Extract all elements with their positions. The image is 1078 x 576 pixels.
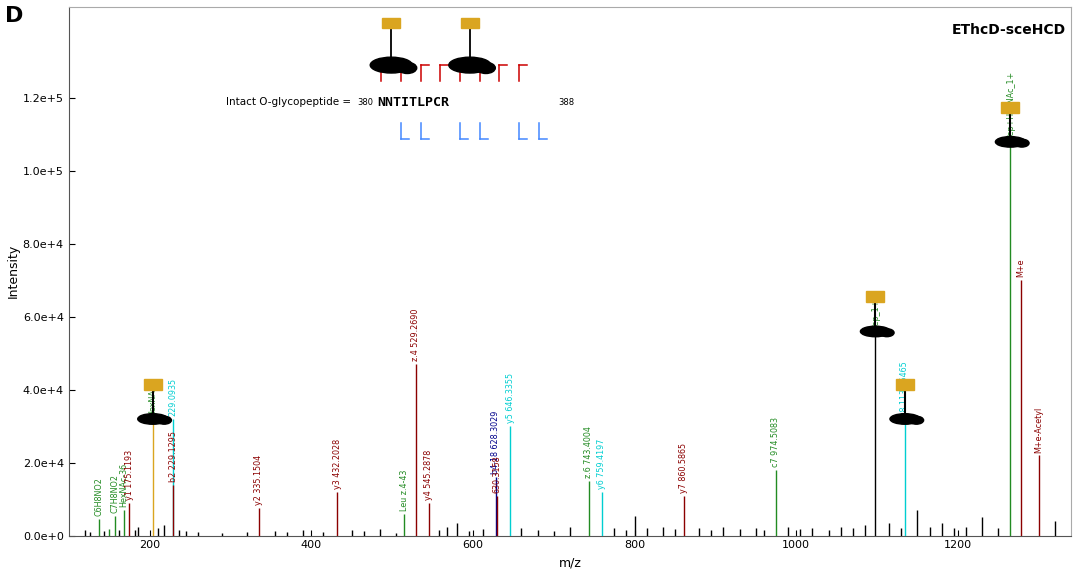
Text: NNTITLPCR: NNTITLPCR [377,96,450,109]
Ellipse shape [476,62,495,74]
Text: HexNAc-36: HexNAc-36 [120,463,128,507]
Ellipse shape [860,326,890,337]
Y-axis label: Intensity: Intensity [6,244,20,298]
X-axis label: m/z: m/z [558,556,581,569]
Text: Pep+HexNAc_1+: Pep+HexNAc_1+ [1006,71,1014,139]
Ellipse shape [138,414,168,425]
Text: y2 335.1504: y2 335.1504 [254,455,263,505]
Text: y7 860.5865: y7 860.5865 [679,442,688,492]
Text: Intact O-glycopeptide =: Intact O-glycopeptide = [226,97,355,107]
FancyBboxPatch shape [1001,102,1020,113]
Ellipse shape [995,137,1025,147]
Text: b4-18 628.3029: b4-18 628.3029 [492,411,500,475]
FancyBboxPatch shape [867,291,884,302]
Text: y4 545.2878: y4 545.2878 [424,450,433,500]
Text: b2 229.1295: b2 229.1295 [168,431,178,482]
Ellipse shape [890,414,920,425]
Text: D: D [5,6,24,26]
Text: c8 1134.5465: c8 1134.5465 [900,361,910,416]
Ellipse shape [398,62,417,74]
Ellipse shape [157,416,171,424]
Text: y5 646.3355: y5 646.3355 [506,373,515,423]
FancyBboxPatch shape [383,18,400,28]
Text: EThcD-sceHCD: EThcD-sceHCD [952,23,1066,37]
Text: 380: 380 [358,97,373,107]
Ellipse shape [370,57,412,73]
Text: HexNAc: HexNAc [149,385,157,416]
Text: z.4 529.2690: z.4 529.2690 [411,309,420,361]
FancyBboxPatch shape [143,379,162,390]
Text: M+e-Acetyl: M+e-Acetyl [1034,406,1044,453]
Text: y1 175.1193: y1 175.1193 [125,450,134,500]
Text: Leu z.4-43: Leu z.4-43 [400,469,409,511]
Text: 229.0935: 229.0935 [168,378,178,416]
Ellipse shape [1014,139,1029,147]
Ellipse shape [909,416,924,424]
Ellipse shape [448,57,490,73]
Text: C7H8NO2: C7H8NO2 [110,473,120,513]
Text: M+e: M+e [1017,259,1025,278]
Text: z.6 743.4004: z.6 743.4004 [584,426,593,478]
FancyBboxPatch shape [460,18,479,28]
Text: 630.3158: 630.3158 [493,455,502,492]
Text: Pep_1+: Pep_1+ [871,298,880,328]
Text: 388: 388 [557,97,573,107]
Text: C6H8NO2: C6H8NO2 [95,478,103,516]
Text: c7 974.5083: c7 974.5083 [771,417,780,467]
Ellipse shape [880,329,894,337]
Text: y6 759.4197: y6 759.4197 [597,438,606,489]
Text: y3 432.2028: y3 432.2028 [333,439,342,489]
FancyBboxPatch shape [896,379,914,390]
